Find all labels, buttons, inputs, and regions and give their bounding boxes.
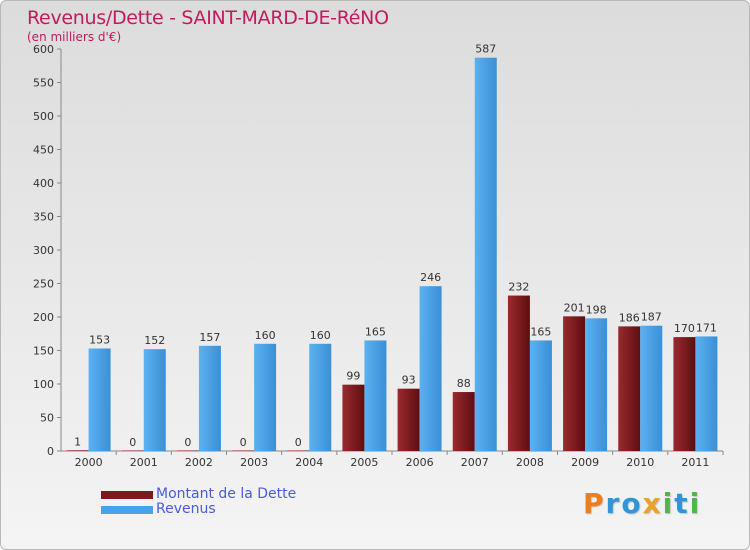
data-label-dette: 1: [74, 435, 81, 448]
y-tick-label: 400: [33, 177, 54, 190]
x-tick-label: 2002: [185, 456, 213, 469]
x-tick-label: 2003: [240, 456, 268, 469]
bar-dette: [176, 450, 199, 451]
bar-dette: [66, 450, 89, 451]
bar-revenus: [143, 349, 166, 451]
bar-revenus: [529, 340, 552, 451]
data-label-revenus: 198: [586, 303, 607, 316]
data-label-dette: 99: [346, 370, 360, 383]
x-tick-label: 2006: [406, 456, 434, 469]
y-tick-label: 350: [33, 211, 54, 224]
data-label-revenus: 160: [310, 329, 331, 342]
data-label-dette: 186: [619, 311, 640, 324]
data-label-dette: 0: [295, 436, 302, 449]
bar-revenus: [88, 348, 111, 451]
data-label-revenus: 165: [530, 325, 551, 338]
bar-dette: [287, 450, 310, 451]
data-label-dette: 201: [564, 301, 585, 314]
x-tick-label: 2004: [295, 456, 323, 469]
data-label-dette: 0: [184, 436, 191, 449]
data-label-revenus: 153: [89, 333, 110, 346]
data-label-dette: 93: [402, 374, 416, 387]
data-label-dette: 170: [674, 322, 695, 335]
data-label-revenus: 157: [199, 331, 220, 344]
bar-revenus: [474, 57, 497, 452]
data-label-dette: 88: [457, 377, 471, 390]
data-label-revenus: 165: [365, 325, 386, 338]
bar-dette: [342, 384, 365, 451]
bar-dette: [452, 392, 475, 451]
x-tick-label: 2007: [461, 456, 489, 469]
bar-dette: [563, 316, 586, 451]
bar-dette: [673, 337, 696, 451]
legend-swatch-dette: [101, 491, 153, 499]
data-label-dette: 0: [129, 436, 136, 449]
bar-dette: [618, 326, 641, 451]
data-label-revenus: 246: [420, 271, 441, 284]
y-tick-label: 600: [33, 43, 54, 56]
bar-revenus: [198, 345, 221, 451]
y-tick-label: 0: [47, 445, 54, 458]
bar-dette: [397, 388, 420, 451]
x-tick-label: 2001: [130, 456, 158, 469]
y-tick-label: 300: [33, 244, 54, 257]
bar-revenus: [695, 336, 718, 451]
bar-revenus: [640, 325, 663, 451]
data-label-revenus: 160: [255, 329, 276, 342]
x-tick-label: 2000: [75, 456, 103, 469]
y-tick-label: 200: [33, 311, 54, 324]
bar-dette: [121, 450, 144, 451]
y-tick-label: 450: [33, 144, 54, 157]
legend-swatch-revenus: [101, 506, 153, 514]
y-tick-label: 250: [33, 278, 54, 291]
data-label-revenus: 171: [696, 321, 717, 334]
x-tick-label: 2011: [681, 456, 709, 469]
y-tick-label: 150: [33, 345, 54, 358]
data-label-dette: 0: [240, 436, 247, 449]
legend-label-dette: Montant de la Dette: [156, 486, 297, 502]
x-tick-label: 2008: [516, 456, 544, 469]
bar-revenus: [254, 343, 277, 451]
data-label-revenus: 587: [475, 43, 496, 56]
bar-dette: [507, 295, 530, 451]
bar-revenus: [585, 318, 608, 451]
x-tick-label: 2005: [350, 456, 378, 469]
y-tick-label: 50: [40, 412, 54, 425]
proxiti-logo: Proxiti: [583, 487, 702, 520]
data-label-revenus: 152: [144, 334, 165, 347]
legend-label-revenus: Revenus: [156, 501, 216, 517]
data-label-dette: 232: [508, 281, 529, 294]
chart-subtitle: (en milliers d'€): [27, 30, 122, 44]
bar-dette: [232, 450, 255, 451]
x-tick-label: 2010: [626, 456, 654, 469]
x-tick-label: 2009: [571, 456, 599, 469]
bar-revenus: [364, 340, 387, 451]
data-label-revenus: 187: [641, 311, 662, 324]
y-tick-label: 550: [33, 77, 54, 90]
bar-revenus: [419, 286, 442, 451]
chart-title: Revenus/Dette - SAINT-MARD-DE-RéNO: [27, 7, 389, 29]
bar-revenus: [309, 343, 332, 451]
y-tick-label: 500: [33, 110, 54, 123]
y-tick-label: 100: [33, 378, 54, 391]
